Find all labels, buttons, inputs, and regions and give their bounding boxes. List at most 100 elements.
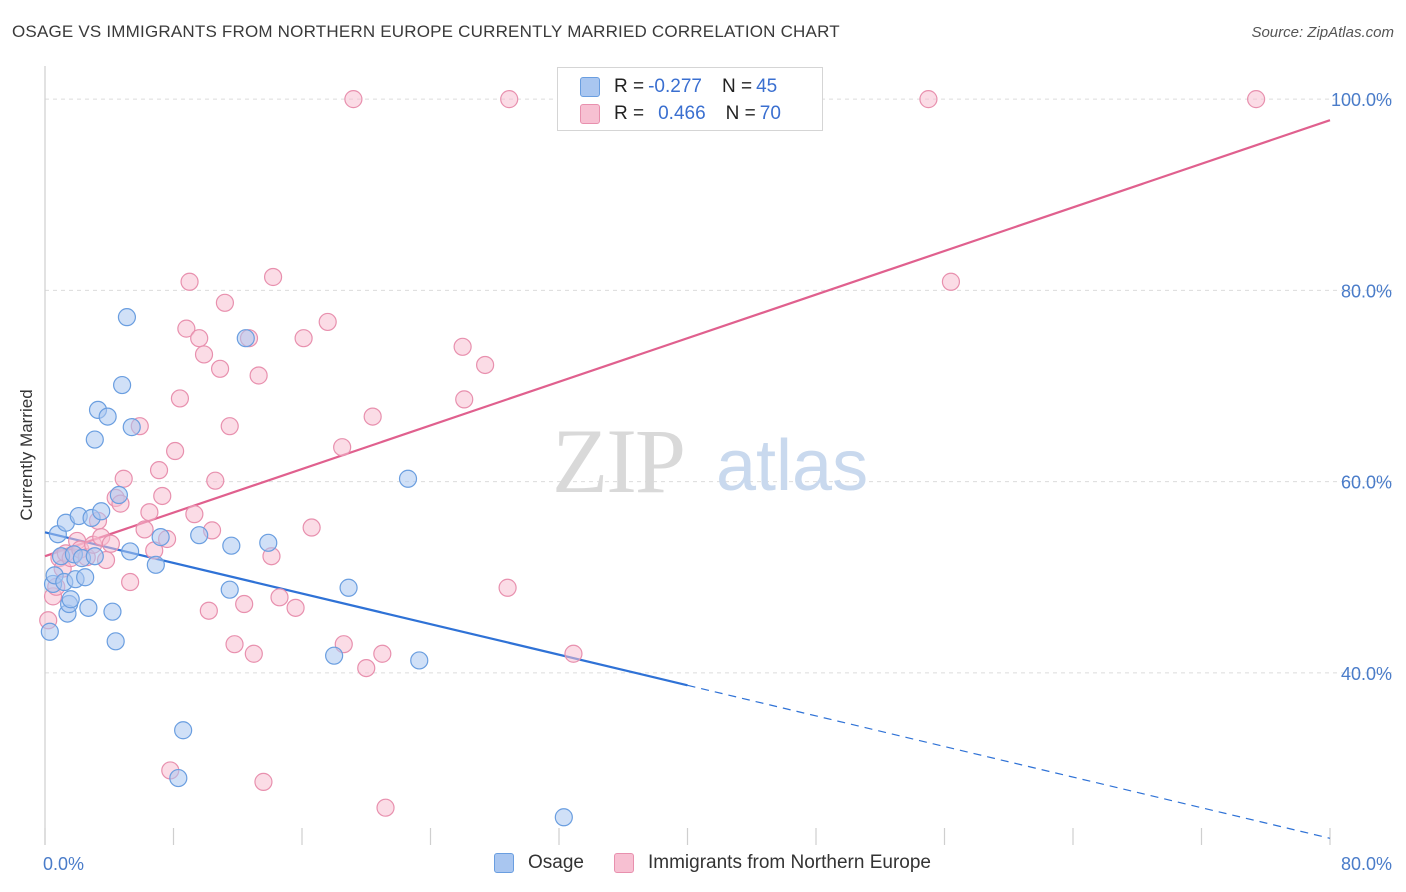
legend-swatch-northern-europe <box>614 853 634 873</box>
data-point <box>190 329 209 348</box>
data-point <box>122 418 141 437</box>
tick-labels: 40.0% 60.0% 80.0% 100.0% 0.0% 80.0% <box>43 90 1392 874</box>
data-point <box>199 601 218 620</box>
data-point <box>121 542 140 561</box>
legend-row-osage: R = -0.277 N = 45 <box>580 75 777 99</box>
data-point <box>112 375 132 395</box>
data-point <box>373 644 392 663</box>
legend-n-label: N = <box>725 103 756 124</box>
legend-swatch-osage <box>494 853 514 873</box>
data-point <box>166 441 185 461</box>
data-point <box>151 527 170 547</box>
data-point <box>169 768 188 788</box>
data-point <box>190 526 209 545</box>
data-point <box>222 536 241 555</box>
legend-swatch-northern-europe <box>580 104 600 124</box>
trend-line-extrapolated <box>687 684 1331 839</box>
data-point <box>235 594 254 614</box>
data-point <box>174 721 193 740</box>
chart-title: OSAGE VS IMMIGRANTS FROM NORTHERN EUROPE… <box>12 22 840 41</box>
legend-label-northern-europe: Immigrants from Northern Europe <box>648 852 931 873</box>
data-points <box>39 90 1266 827</box>
legend-label-osage: Osage <box>528 852 584 873</box>
data-point <box>363 407 382 426</box>
data-point <box>85 430 104 449</box>
data-point <box>121 572 140 592</box>
data-point <box>210 359 230 378</box>
data-point <box>149 461 169 480</box>
data-point <box>170 389 190 408</box>
x-tick-label: 0.0% <box>43 854 84 874</box>
data-point <box>103 602 122 621</box>
data-point <box>339 578 358 597</box>
data-point <box>101 534 120 553</box>
data-point <box>254 772 273 791</box>
data-point <box>220 580 239 599</box>
grid-lines <box>45 98 1392 674</box>
data-point <box>294 329 313 348</box>
data-point <box>98 407 117 426</box>
legend-item-osage[interactable]: Osage <box>494 852 584 874</box>
data-point <box>206 471 225 490</box>
data-point <box>919 90 938 109</box>
data-point <box>177 319 196 338</box>
data-point <box>398 469 418 488</box>
data-point <box>318 312 337 332</box>
legend-swatch-osage <box>580 77 600 97</box>
y-tick-label: 80.0% <box>1341 281 1392 301</box>
data-point <box>259 533 278 552</box>
data-point <box>106 632 125 651</box>
data-point <box>40 622 59 641</box>
watermark: ZIP atlas <box>552 410 868 512</box>
data-point <box>76 568 95 587</box>
y-tick-label: 100.0% <box>1331 90 1392 110</box>
trend-lines <box>44 119 1331 839</box>
trend-line <box>44 119 1331 558</box>
data-point <box>220 417 239 436</box>
data-point <box>236 329 255 348</box>
watermark-zip: ZIP <box>552 410 684 512</box>
legend-r-value: 0.466 <box>658 103 706 124</box>
data-point <box>270 588 289 607</box>
data-point <box>114 469 133 488</box>
data-point <box>180 272 199 291</box>
series-legend: Osage Immigrants from Northern Europe <box>0 852 1406 878</box>
data-point <box>357 658 376 678</box>
data-point <box>85 547 104 566</box>
data-point <box>476 355 495 375</box>
data-point <box>455 390 474 409</box>
y-tick-label: 60.0% <box>1341 473 1392 493</box>
legend-r-value: -0.277 <box>648 76 702 97</box>
data-point <box>500 90 519 109</box>
correlation-legend: R = -0.277 N = 45 R = 0.466 N = 70 <box>557 67 823 131</box>
data-point <box>249 366 268 385</box>
legend-n-value: 70 <box>759 103 781 124</box>
legend-r-label: R = <box>614 103 645 124</box>
data-point <box>498 578 517 597</box>
data-point <box>117 308 137 327</box>
axes <box>44 66 1331 845</box>
legend-n-label: N = <box>721 76 753 97</box>
data-point <box>376 798 395 817</box>
legend-item-northern-europe[interactable]: Immigrants from Northern Europe <box>614 852 931 874</box>
x-tick-label: 80.0% <box>1341 854 1392 874</box>
data-point <box>153 486 172 506</box>
watermark-atlas: atlas <box>716 426 868 506</box>
source-credit: Source: ZipAtlas.com <box>1251 24 1394 41</box>
data-point <box>146 555 165 574</box>
data-point <box>92 502 111 521</box>
data-point <box>109 485 128 505</box>
data-point <box>286 598 305 617</box>
data-point <box>564 644 583 663</box>
data-point <box>325 646 344 665</box>
y-tick-label: 40.0% <box>1341 664 1392 684</box>
data-point <box>554 808 573 827</box>
data-point <box>453 337 472 356</box>
data-point <box>135 520 154 539</box>
data-point <box>244 644 263 663</box>
data-point <box>194 345 214 364</box>
legend-row-northern-europe: R = 0.466 N = 70 <box>580 102 781 126</box>
data-point <box>333 438 352 457</box>
legend-n-value: 45 <box>756 76 778 97</box>
